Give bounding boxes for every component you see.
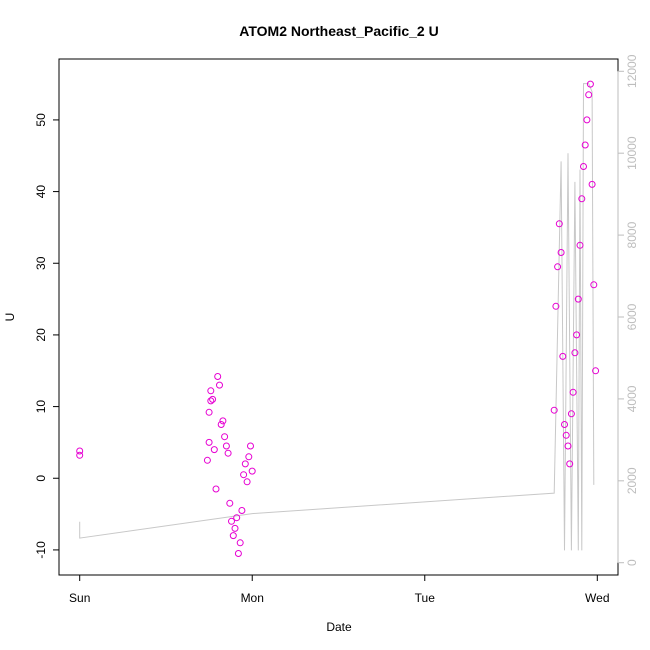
data-point-28: [245, 453, 253, 461]
line-layer: [79, 83, 595, 551]
x-axis: Sun Mon Tue Wed: [69, 574, 610, 605]
data-point-25: [240, 471, 248, 479]
data-point-13: [219, 417, 227, 425]
data-point-39: [564, 442, 572, 450]
data-point-50: [583, 116, 591, 124]
data-point-12: [217, 421, 225, 428]
data-point-34: [555, 220, 563, 228]
y2-tick-label: 6000: [625, 303, 639, 330]
series-line: [79, 83, 595, 551]
data-point-5: [207, 397, 215, 405]
data-point-10: [214, 373, 222, 380]
data-point-26: [241, 460, 249, 468]
data-point-9: [212, 485, 220, 493]
data-point-55: [592, 367, 600, 375]
y2-tick-label: 4000: [625, 385, 639, 412]
data-point-27: [243, 478, 251, 486]
data-point-36: [559, 352, 567, 360]
y2-tick-label: 12000: [625, 54, 639, 88]
point-layer: [76, 80, 600, 557]
data-point-11: [216, 381, 223, 389]
data-point-14: [221, 433, 229, 441]
data-point-7: [209, 395, 217, 403]
data-point-37: [561, 421, 568, 428]
data-point-19: [229, 532, 237, 540]
y2-tick-label: 8000: [625, 221, 639, 248]
data-point-44: [573, 331, 581, 339]
y-tick-label: 50: [34, 113, 48, 127]
x-tick-label: Sun: [69, 591, 90, 605]
data-point-46: [576, 241, 584, 249]
data-point-15: [222, 442, 230, 450]
data-point-54: [590, 281, 598, 289]
data-point-53: [588, 180, 596, 188]
data-point-49: [581, 141, 589, 149]
data-point-41: [567, 410, 575, 418]
data-point-42: [569, 388, 577, 396]
x-tick-label: Mon: [241, 591, 264, 605]
y2-axis: 0 2000 4000 6000 8000 10000 12000: [617, 54, 639, 566]
data-point-6: [207, 387, 215, 395]
data-point-23: [236, 539, 244, 547]
data-point-31: [550, 406, 558, 414]
data-point-3: [205, 438, 213, 446]
data-point-33: [554, 263, 562, 271]
data-point-48: [580, 163, 587, 170]
y-tick-label: 30: [34, 256, 48, 270]
y2-tick-label: 0: [625, 559, 639, 566]
data-point-22: [234, 550, 242, 557]
data-point-24: [238, 507, 246, 514]
data-point-17: [226, 499, 234, 507]
data-point-51: [585, 91, 593, 99]
data-point-16: [224, 449, 232, 457]
data-point-45: [574, 295, 582, 303]
data-point-0: [76, 447, 84, 455]
y-tick-label: 20: [34, 328, 48, 342]
data-point-40: [566, 460, 574, 468]
data-point-4: [205, 408, 213, 416]
y-tick-label: -10: [34, 541, 48, 559]
y-axis: -10 0 10 20 30 40 50: [34, 113, 60, 559]
data-point-30: [248, 467, 256, 475]
y-axis-label: U: [3, 313, 17, 322]
data-point-21: [233, 514, 241, 522]
data-point-47: [578, 195, 586, 203]
data-point-29: [247, 442, 254, 450]
y-tick-label: 0: [34, 475, 48, 482]
data-point-20: [231, 524, 239, 532]
y-tick-label: 40: [34, 185, 48, 199]
data-point-8: [210, 446, 218, 454]
y2-tick-label: 2000: [625, 467, 639, 494]
x-tick-label: Tue: [415, 591, 436, 605]
data-point-32: [552, 302, 560, 310]
y-tick-label: 10: [34, 400, 48, 414]
y2-tick-label: 10000: [625, 136, 639, 170]
chart-title: ATOM2 Northeast_Pacific_2 U: [239, 23, 438, 39]
data-point-52: [586, 80, 594, 88]
data-point-2: [203, 456, 211, 464]
data-point-35: [557, 249, 565, 256]
x-axis-label: Date: [326, 620, 352, 634]
data-point-38: [562, 431, 570, 439]
data-point-1: [76, 451, 84, 459]
data-point-43: [571, 349, 579, 357]
x-tick-label: Wed: [585, 591, 609, 605]
plot-frame: [58, 58, 619, 576]
data-point-18: [228, 517, 235, 525]
